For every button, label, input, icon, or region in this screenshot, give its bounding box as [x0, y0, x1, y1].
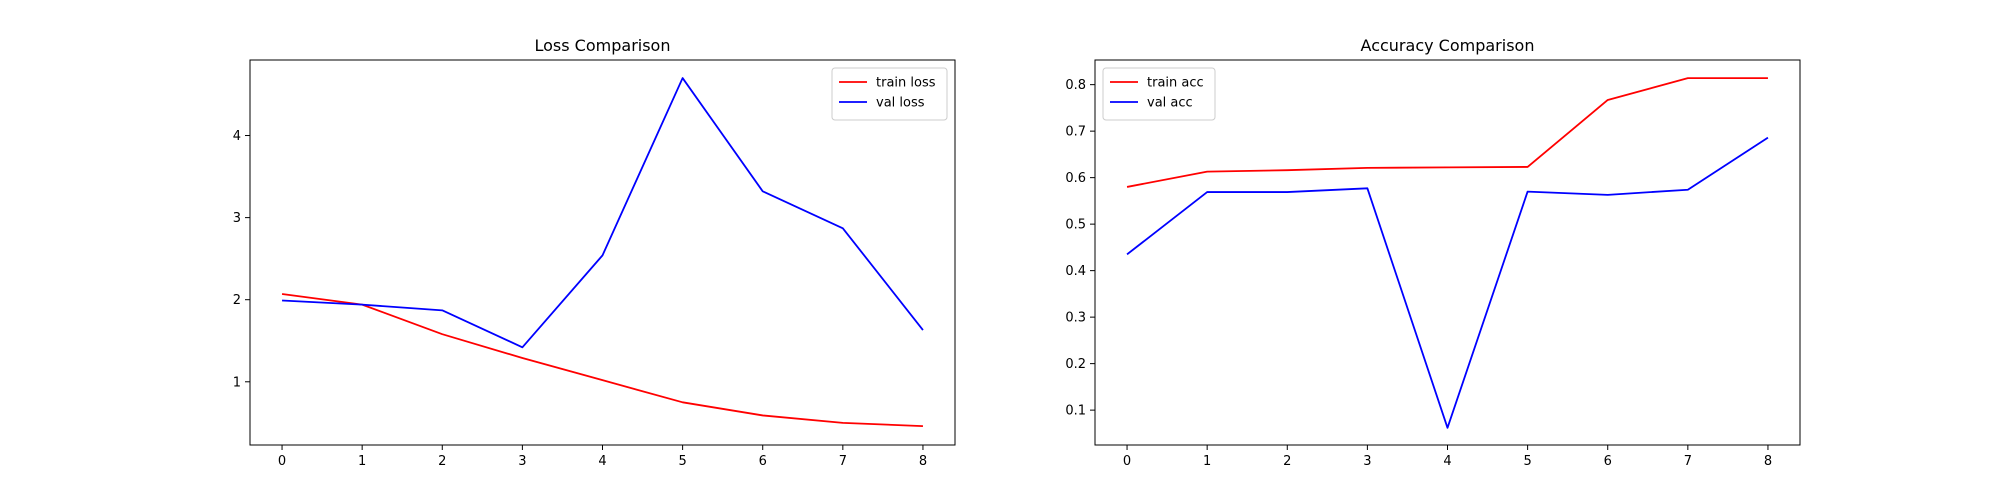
x-tick-label: 0: [278, 454, 286, 469]
plot-area-frame: [249, 59, 956, 446]
series-line-train-loss: [281, 293, 923, 428]
y-tick-label: 0.6: [1065, 171, 1086, 186]
y-tick-label: 1: [233, 375, 241, 390]
x-tick-label: 2: [438, 454, 446, 469]
y-tick-label: 3: [233, 211, 241, 226]
y-tick-label: 0.5: [1065, 218, 1086, 233]
y-tick-label: 2: [233, 293, 241, 308]
x-tick-label: 1: [358, 454, 366, 469]
x-tick-label: 2: [1283, 454, 1291, 469]
x-tick-label: 6: [1604, 454, 1612, 469]
x-tick-label: 5: [1523, 454, 1531, 469]
x-tick-label: 4: [1443, 454, 1451, 469]
series-line-val-acc: [1126, 136, 1769, 429]
accuracy-comparison-chart: Accuracy Comparison 0 1 2 3 4 5 6 7 8 0.1 0.2 0.3 0.4…: [1065, 36, 1801, 469]
y-tick-label: 0.8: [1065, 78, 1086, 93]
legend: train acc val acc: [1102, 67, 1216, 121]
legend-label-train-acc: train acc: [1147, 76, 1204, 91]
x-tick-label: 7: [839, 454, 847, 469]
x-tick-label: 1: [1203, 454, 1211, 469]
legend-label-val-acc: val acc: [1147, 96, 1193, 111]
legend-box: [1102, 67, 1216, 121]
series-line-train-acc: [1126, 77, 1768, 188]
x-tick-label: 5: [678, 454, 686, 469]
x-tick-label: 0: [1123, 454, 1131, 469]
legend: train loss val loss: [831, 67, 948, 121]
y-tick-label: 0.7: [1065, 125, 1086, 140]
loss-comparison-chart: Loss Comparison 0 1 2 3 4 5 6 7 8 1 2 3 4 train loss va…: [233, 36, 956, 469]
x-tick-label: 6: [759, 454, 767, 469]
x-tick-label: 7: [1684, 454, 1692, 469]
series-line-val-loss: [282, 77, 924, 349]
chart-title: Accuracy Comparison: [1361, 36, 1535, 55]
y-tick-label: 4: [233, 129, 241, 144]
legend-label-val-loss: val loss: [876, 96, 925, 111]
x-tick-label: 4: [598, 454, 606, 469]
y-tick-label: 0.4: [1065, 264, 1086, 279]
legend-box: [831, 67, 948, 121]
x-tick-label: 3: [518, 454, 526, 469]
plot-area-frame: [1094, 59, 1801, 446]
y-tick-label: 0.3: [1065, 311, 1086, 326]
legend-label-train-loss: train loss: [876, 76, 936, 91]
chart-title: Loss Comparison: [535, 36, 671, 55]
x-tick-label: 8: [1764, 454, 1772, 469]
x-tick-label: 8: [919, 454, 927, 469]
x-tick-label: 3: [1363, 454, 1371, 469]
y-tick-label: 0.1: [1065, 404, 1086, 419]
y-tick-label: 0.2: [1065, 357, 1086, 372]
